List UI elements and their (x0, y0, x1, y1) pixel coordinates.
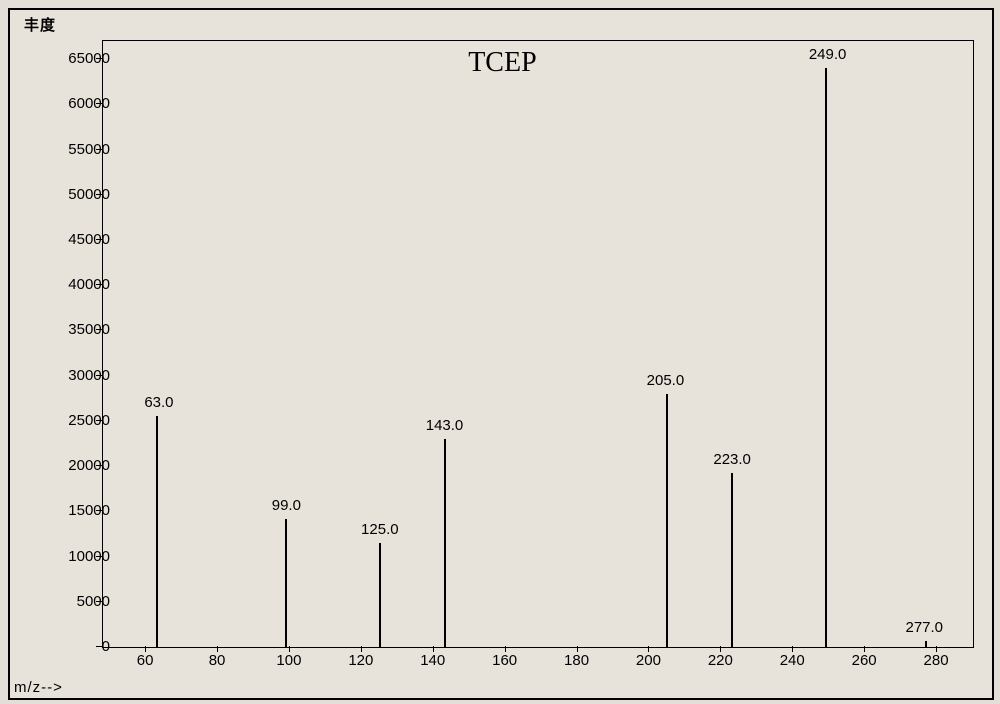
x-tick-label: 260 (852, 652, 877, 669)
x-tick-label: 160 (492, 652, 517, 669)
y-tick-mark (96, 149, 102, 150)
peak-label: 125.0 (361, 521, 399, 538)
x-tick-mark (936, 646, 937, 652)
x-tick-mark (720, 646, 721, 652)
y-tick-mark (96, 194, 102, 195)
y-tick-mark (96, 375, 102, 376)
peak-label: 99.0 (272, 497, 301, 514)
peak-line (666, 394, 668, 647)
peak-line (731, 473, 733, 647)
y-tick-mark (96, 58, 102, 59)
x-tick-mark (648, 646, 649, 652)
y-tick-mark (96, 329, 102, 330)
x-tick-label: 180 (564, 652, 589, 669)
x-tick-label: 200 (636, 652, 661, 669)
y-tick-mark (96, 465, 102, 466)
x-tick-label: 80 (209, 652, 226, 669)
peak-line (379, 543, 381, 647)
y-tick-mark (96, 420, 102, 421)
peak-label: 223.0 (713, 451, 751, 468)
x-tick-label: 220 (708, 652, 733, 669)
x-tick-label: 140 (420, 652, 445, 669)
x-tick-label: 120 (348, 652, 373, 669)
peak-line (156, 416, 158, 647)
y-tick-mark (96, 601, 102, 602)
y-tick-mark (96, 239, 102, 240)
outer-frame: 丰度 m/z--> TCEP 63.0 99.0 125.0 143.0 205.0 22… (8, 8, 994, 700)
x-tick-mark (433, 646, 434, 652)
y-tick-mark (96, 510, 102, 511)
chart-title: TCEP (468, 47, 536, 79)
x-tick-label: 60 (137, 652, 154, 669)
y-axis-label: 丰度 (24, 14, 56, 35)
peak-label: 277.0 (905, 619, 943, 636)
y-tick-mark (96, 284, 102, 285)
y-tick-mark (96, 556, 102, 557)
peak-line (925, 641, 927, 647)
x-axis-label: m/z--> (14, 679, 63, 696)
x-tick-mark (289, 646, 290, 652)
x-tick-mark (792, 646, 793, 652)
peak-label: 143.0 (426, 417, 464, 434)
peak-label: 63.0 (144, 394, 173, 411)
peak-label: 205.0 (647, 372, 685, 389)
peak-line (444, 439, 446, 647)
peak-line (825, 68, 827, 647)
x-tick-mark (505, 646, 506, 652)
x-tick-mark (217, 646, 218, 652)
x-tick-mark (864, 646, 865, 652)
y-tick-mark (96, 103, 102, 104)
x-tick-mark (145, 646, 146, 652)
x-tick-label: 240 (780, 652, 805, 669)
peak-line (285, 519, 287, 647)
plot-area: TCEP 63.0 99.0 125.0 143.0 205.0 223.0 249.0 27… (102, 40, 974, 648)
y-tick-mark (96, 646, 102, 647)
x-tick-label: 280 (924, 652, 949, 669)
peak-label: 249.0 (809, 46, 847, 63)
x-tick-label: 100 (276, 652, 301, 669)
x-tick-mark (577, 646, 578, 652)
x-tick-mark (361, 646, 362, 652)
